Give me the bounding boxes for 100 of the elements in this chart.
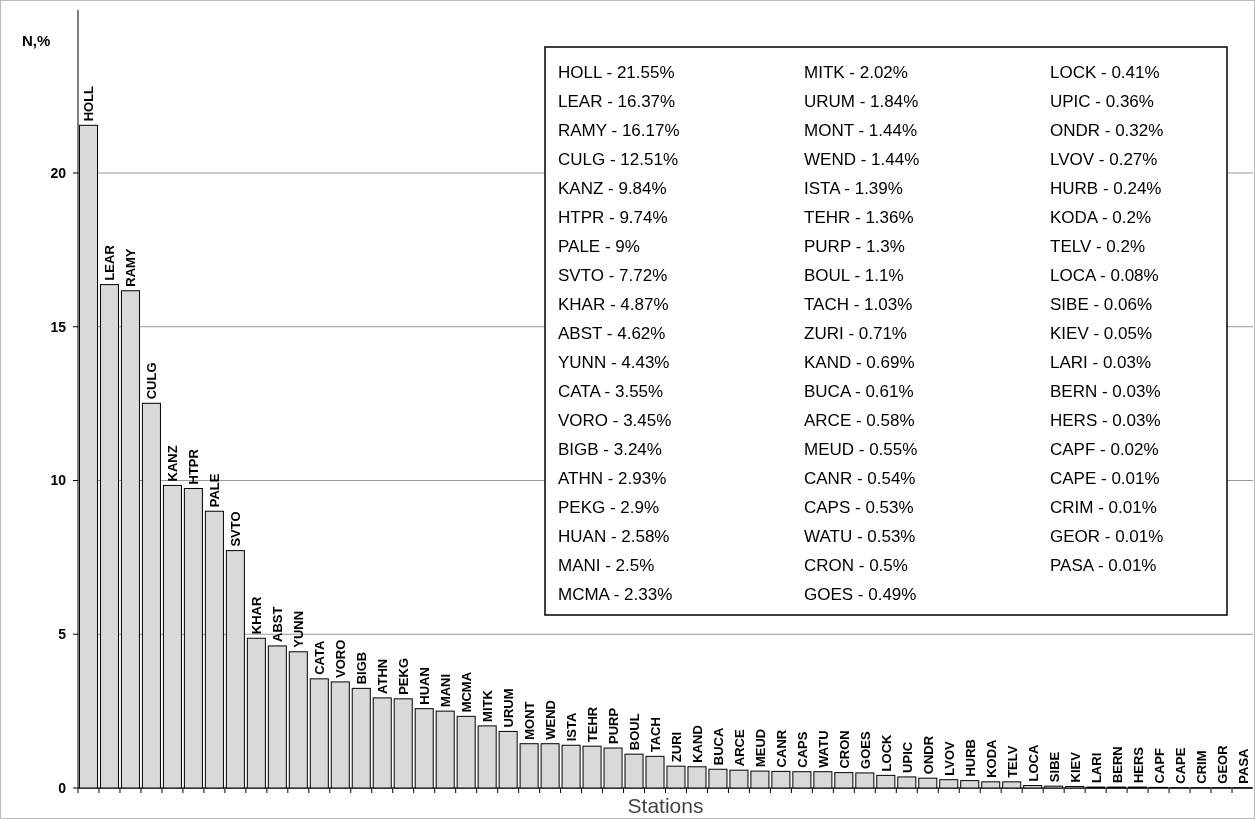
annotation: HERS - 0.03%	[1050, 411, 1161, 430]
annotation: ATHN - 2.93%	[558, 469, 667, 488]
x-tick-label: PEKG	[396, 657, 412, 695]
annotation: PEKG - 2.9%	[558, 498, 660, 517]
annotation: PALE - 9%	[558, 237, 640, 256]
annotation: GEOR - 0.01%	[1050, 527, 1164, 546]
x-tick-label: ARCE	[731, 729, 747, 767]
annotation: MCMA - 2.33%	[558, 585, 673, 604]
x-tick-label: LARI	[1088, 752, 1104, 784]
annotation: BIGB - 3.24%	[558, 440, 662, 459]
annotation: UPIC - 0.36%	[1050, 92, 1154, 111]
annotation: KIEV - 0.05%	[1050, 324, 1153, 343]
annotation: TACH - 1.03%	[804, 295, 913, 314]
annotation: MONT - 1.44%	[804, 121, 918, 140]
x-tick-label: ATHN	[375, 658, 391, 694]
x-tick-label: HTPR	[186, 448, 202, 485]
x-tick-label: VORO	[333, 639, 349, 678]
annotation: TEHR - 1.36%	[804, 208, 914, 227]
x-tick-label: MANI	[438, 673, 454, 708]
annotation: CRON - 0.5%	[804, 556, 908, 575]
x-tick-label: KHAR	[249, 596, 265, 635]
x-tick-label: LOCK	[878, 733, 894, 772]
annotation: PURP - 1.3%	[804, 237, 905, 256]
annotation: TELV - 0.2%	[1050, 237, 1146, 256]
annotation: YUNN - 4.43%	[558, 353, 670, 372]
annotation: KODA - 0.2%	[1050, 208, 1152, 227]
annotation: BERN - 0.03%	[1050, 382, 1161, 401]
x-tick-label: YUNN	[291, 610, 307, 648]
x-tick-label: TEHR	[585, 706, 601, 743]
x-tick-label: CRON	[836, 730, 852, 769]
annotation: MITK - 2.02%	[804, 63, 908, 82]
x-tick-label: KODA	[983, 738, 999, 778]
x-tick-label: CAPF	[1151, 747, 1167, 784]
x-tick-label: PASA	[1235, 747, 1251, 784]
x-tick-label: TACH	[648, 717, 664, 753]
annotation: GOES - 0.49%	[804, 585, 917, 604]
x-tick-label: KAND	[689, 725, 705, 763]
x-tick-label: CRIM	[1193, 750, 1209, 784]
annotation: CRIM - 0.01%	[1050, 498, 1157, 517]
x-tick-label: ABST	[270, 606, 286, 642]
annotation: LARI - 0.03%	[1050, 353, 1152, 372]
x-tick-label: BERN	[1109, 746, 1125, 784]
x-tick-label: WEND	[543, 700, 559, 740]
x-tick-label: HERS	[1130, 746, 1146, 784]
annotation: CANR - 0.54%	[804, 469, 916, 488]
annotation: KHAR - 4.87%	[558, 295, 669, 314]
annotation: ABST - 4.62%	[558, 324, 666, 343]
x-tick-label: URUM	[501, 688, 517, 728]
x-tick-label: HOLL	[81, 85, 97, 122]
annotation: BUCA - 0.61%	[804, 382, 914, 401]
annotation: VORO - 3.45%	[558, 411, 672, 430]
y-tick-label: 10	[50, 472, 67, 489]
y-tick-label: 0	[58, 779, 67, 796]
x-tick-label: MEUD	[752, 728, 768, 768]
x-tick-label: MITK	[480, 689, 496, 722]
x-tick-label: KIEV	[1067, 751, 1083, 783]
x-tick-label: ISTA	[564, 712, 580, 742]
x-tick-label: LVOV	[941, 740, 957, 776]
x-tick-label: HURB	[962, 739, 978, 777]
x-tick-label: PURP	[606, 707, 622, 745]
annotation: PASA - 0.01%	[1050, 556, 1157, 575]
x-tick-label: BUCA	[710, 727, 726, 766]
annotation: LEAR - 16.37%	[558, 92, 676, 111]
annotation: HUAN - 2.58%	[558, 527, 670, 546]
annotation: KAND - 0.69%	[804, 353, 915, 372]
x-tick-label: RAMY	[123, 248, 139, 287]
y-tick-label: 20	[50, 164, 67, 181]
x-tick-label: ZURI	[668, 731, 684, 763]
x-tick-label: CATA	[312, 640, 328, 675]
x-tick-label: TELV	[1004, 745, 1020, 778]
x-tick-label: CAPE	[1172, 747, 1188, 784]
annotation: LOCK - 0.41%	[1050, 63, 1160, 82]
x-tick-label: HUAN	[417, 667, 433, 705]
annotation: CATA - 3.55%	[558, 382, 664, 401]
annotation: CAPS - 0.53%	[804, 498, 914, 517]
annotation: ZURI - 0.71%	[804, 324, 907, 343]
annotation: BOUL - 1.1%	[804, 266, 904, 285]
annotation: URUM - 1.84%	[804, 92, 919, 111]
y-tick-label: 5	[58, 626, 67, 643]
x-tick-label: CULG	[144, 362, 160, 400]
annotation: CULG - 12.51%	[558, 150, 678, 169]
x-tick-label: SVTO	[228, 511, 244, 547]
x-tick-label: GEOR	[1214, 744, 1230, 784]
annotation: MEUD - 0.55%	[804, 440, 918, 459]
annotation: ARCE - 0.58%	[804, 411, 915, 430]
x-tick-label: ONDR	[920, 735, 936, 775]
x-axis-title: Stations	[627, 794, 704, 817]
annotation: ONDR - 0.32%	[1050, 121, 1164, 140]
annotation: SVTO - 7.72%	[558, 266, 668, 285]
annotation: HOLL - 21.55%	[558, 63, 675, 82]
x-tick-label: WATU	[815, 730, 831, 768]
annotation: HURB - 0.24%	[1050, 179, 1162, 198]
x-tick-label: LEAR	[102, 244, 118, 281]
x-tick-label: KANZ	[165, 445, 181, 482]
annotation: SIBE - 0.06%	[1050, 295, 1153, 314]
x-tick-label: MONT	[522, 701, 538, 740]
annotation: KANZ - 9.84%	[558, 179, 667, 198]
x-tick-label: PALE	[207, 473, 223, 508]
annotation: CAPF - 0.02%	[1050, 440, 1159, 459]
annotation: ISTA - 1.39%	[804, 179, 903, 198]
